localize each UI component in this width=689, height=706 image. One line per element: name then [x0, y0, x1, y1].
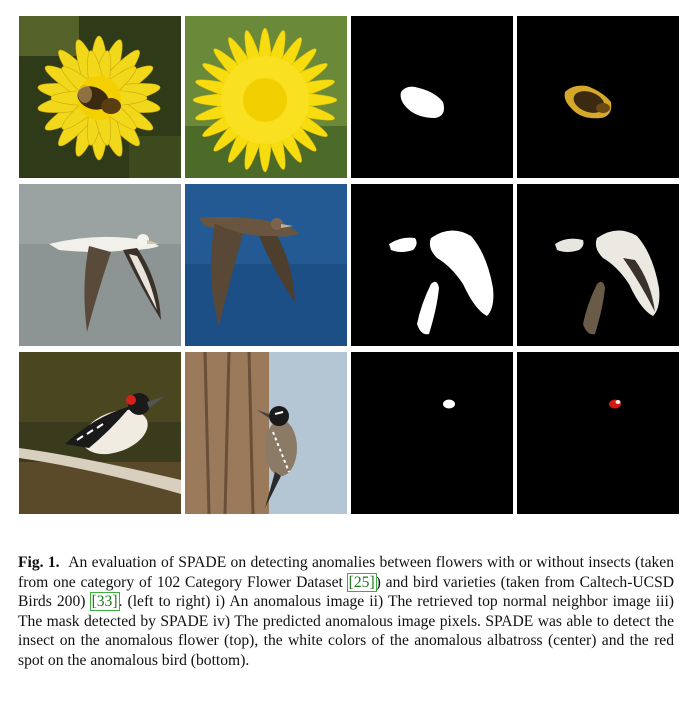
figure-image-grid: [19, 16, 679, 514]
flower-anomaly-pixels-image: [517, 16, 679, 178]
citation-link-33[interactable]: [33]: [89, 592, 120, 612]
normal-neighbor-woodpecker-image: [185, 352, 347, 514]
woodpecker-anomaly-pixels-image: [517, 352, 679, 514]
albatross-mask-image: [351, 184, 513, 346]
caption-text-part-1: An evaluation of SPADE on detecting anom…: [18, 554, 674, 591]
anomalous-albatross-image: [19, 184, 181, 346]
flower-mask-image: [351, 16, 513, 178]
anomalous-woodpecker-image: [19, 352, 181, 514]
figure-label: Fig. 1.: [18, 554, 60, 571]
citation-link-25[interactable]: [25]: [346, 572, 377, 592]
normal-neighbor-flower-image: [185, 16, 347, 178]
anomalous-flower-image: [19, 16, 181, 178]
figure-caption: Fig. 1. An evaluation of SPADE on detect…: [18, 553, 674, 671]
woodpecker-mask-image: [351, 352, 513, 514]
caption-text-part-3: . (left to right) i) An anomalous image …: [18, 593, 674, 669]
albatross-anomaly-pixels-image: [517, 184, 679, 346]
caption-text-part-2: ) and bird varieties (taken from Caltech…: [18, 573, 675, 611]
normal-neighbor-albatross-image: [185, 184, 347, 346]
